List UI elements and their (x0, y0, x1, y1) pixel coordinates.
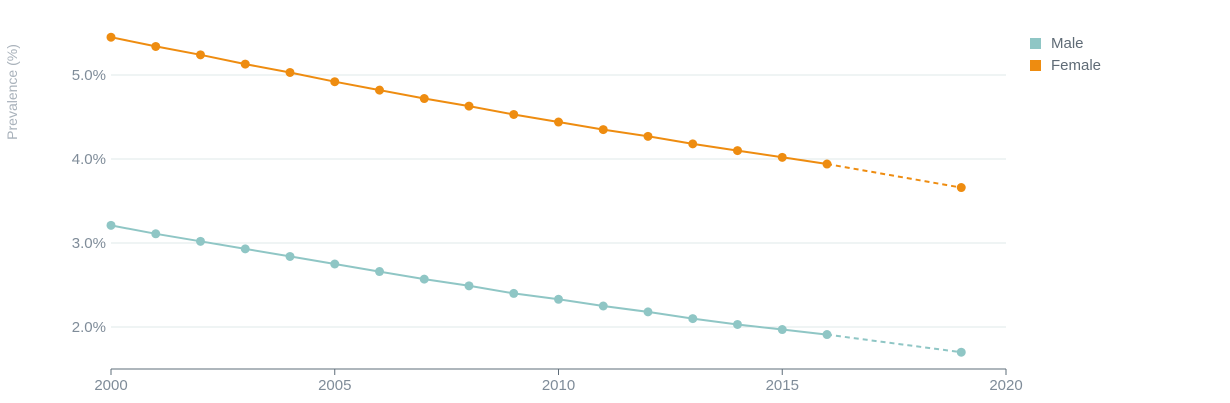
y-tick-label: 5.0% (72, 67, 106, 84)
data-point (464, 281, 474, 291)
data-point (598, 125, 608, 135)
y-tick-label: 4.0% (72, 151, 106, 168)
data-point (240, 244, 250, 254)
data-point (733, 319, 742, 329)
y-tick-label: 3.0% (72, 235, 106, 252)
legend-label: Male (1051, 35, 1084, 52)
data-point (956, 183, 966, 193)
data-point (509, 109, 519, 119)
data-point (151, 41, 161, 51)
data-point (688, 314, 698, 324)
data-point (777, 325, 787, 335)
series-line (110, 224, 828, 336)
x-tick-label: 2010 (542, 377, 575, 394)
legend-swatch (1030, 60, 1041, 71)
x-tick-label: 2015 (766, 377, 799, 394)
y-tick-label: 2.0% (72, 319, 106, 336)
series-line (110, 36, 828, 165)
data-point (419, 274, 429, 284)
data-point (330, 77, 340, 87)
data-point (375, 85, 384, 95)
legend-label: Female (1051, 57, 1101, 74)
data-point (554, 117, 563, 127)
data-point (419, 94, 429, 104)
x-axis: 2000 2005 2010 2015 2020 (94, 368, 1023, 394)
series-male (106, 220, 966, 357)
data-point (733, 146, 742, 156)
data-point (285, 251, 295, 261)
y-axis-title: Prevalence (%) (4, 44, 20, 140)
data-point (151, 229, 161, 239)
series-projection-line (826, 163, 962, 189)
x-tick-label: 2005 (318, 377, 351, 394)
legend-swatch (1030, 38, 1041, 49)
series-female (106, 32, 966, 193)
data-point (777, 152, 787, 162)
data-point (554, 294, 563, 304)
data-point (196, 50, 205, 60)
data-point (240, 59, 250, 69)
data-point (196, 236, 205, 246)
data-point (956, 347, 966, 357)
data-point (330, 259, 340, 269)
data-point (598, 301, 608, 311)
data-point (106, 220, 116, 230)
data-point (688, 139, 698, 149)
x-tick-label: 2020 (989, 377, 1022, 394)
data-point (822, 330, 832, 340)
data-point (643, 307, 653, 317)
data-point (375, 267, 384, 277)
x-tick-label: 2000 (94, 377, 127, 394)
legend: Male Female (1030, 35, 1101, 74)
y-axis-ticks: 2.0% 3.0% 4.0% 5.0% (72, 67, 106, 336)
data-point (822, 159, 832, 169)
series-projection-line (826, 333, 962, 354)
data-point (643, 131, 653, 141)
data-point (464, 101, 474, 111)
data-point (106, 32, 116, 42)
grid-lines (111, 74, 1006, 328)
series-group (106, 32, 966, 357)
data-point (509, 288, 519, 298)
data-point (285, 67, 295, 77)
